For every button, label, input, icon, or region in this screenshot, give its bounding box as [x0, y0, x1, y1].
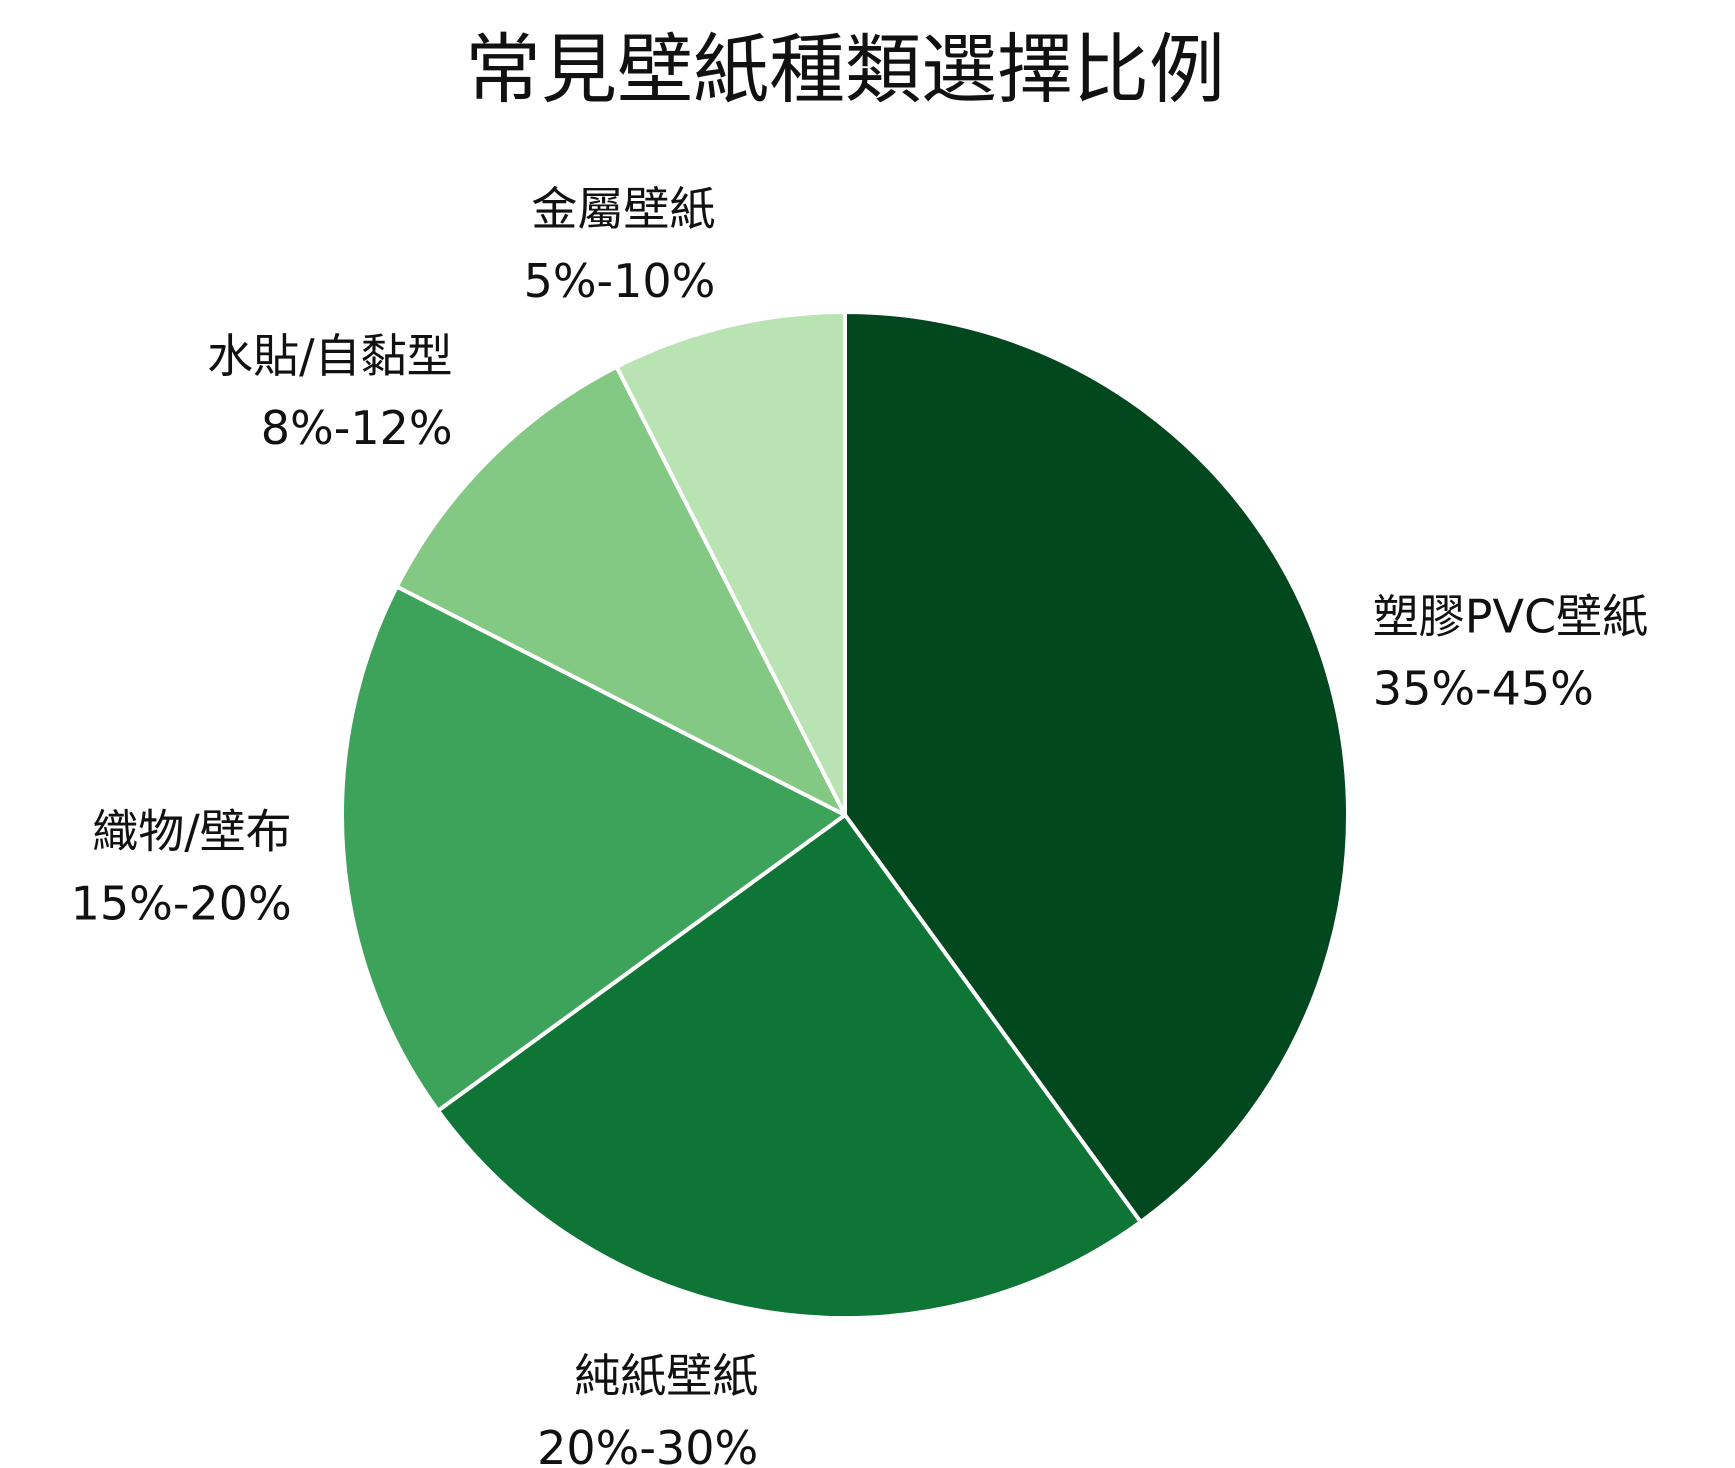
slice-1-label: 純紙壁紙	[574, 1349, 758, 1403]
slice-4	[614, 310, 847, 817]
slice-0-label: 塑膠PVC壁紙	[1373, 590, 1648, 644]
slice-1-range-label: 20%-30%	[537, 1421, 758, 1468]
slice-2-range-label: 15%-20%	[71, 877, 292, 931]
slice-3	[394, 364, 847, 817]
slice-1	[436, 813, 1143, 1320]
slice-0	[843, 310, 1350, 1224]
slice-4-label: 金屬壁紙	[531, 182, 715, 236]
slice-0-range-label: 35%-45%	[1373, 662, 1594, 716]
slice-2-label: 織物/壁布	[92, 805, 292, 859]
slice-4-range-label: 5%-10%	[524, 254, 716, 308]
slice-2	[340, 584, 847, 1113]
pie-slices	[340, 310, 1350, 1320]
slice-labels: 塑膠PVC壁紙 35%-45% 純紙壁紙 20%-30% 織物/壁布 15%-20% 水貼/…	[71, 182, 1649, 1468]
chart-title: 常見壁紙種類選擇比例	[465, 25, 1225, 114]
slice-3-range-label: 8%-12%	[261, 401, 453, 455]
slice-3-label: 水貼/自黏型	[207, 329, 453, 383]
